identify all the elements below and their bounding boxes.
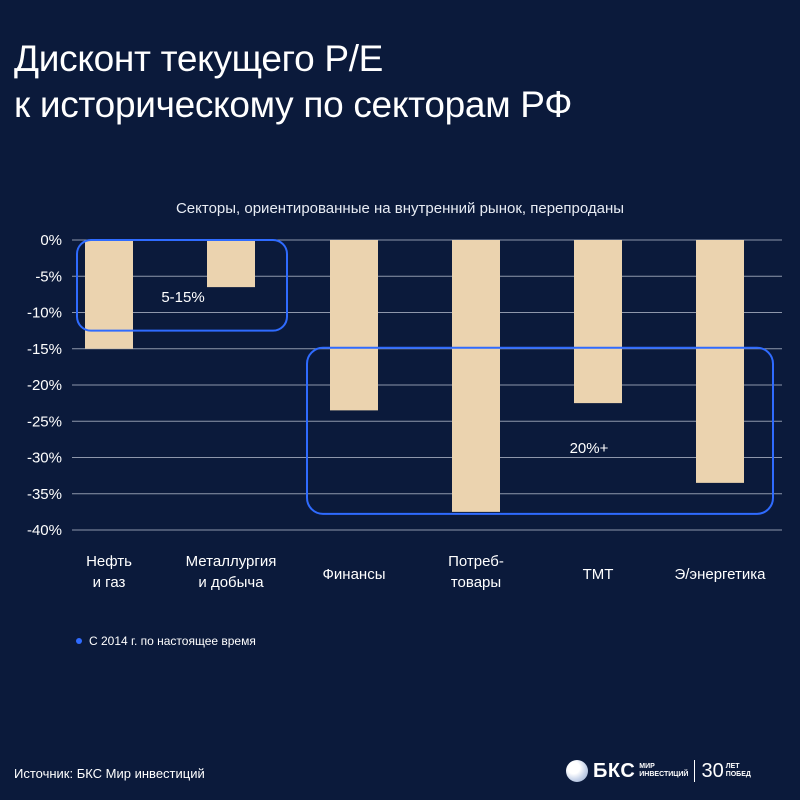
- logo-anniversary: 30: [701, 759, 724, 782]
- logo-anniversary-sub: ЛЕТ ПОБЕД: [726, 763, 751, 779]
- bar: [574, 240, 622, 404]
- legend-marker: [76, 638, 82, 644]
- x-category-label: Потреб-: [448, 553, 504, 570]
- y-tick-label: 0%: [40, 232, 62, 249]
- y-tick-label: -5%: [35, 268, 62, 285]
- highlight-box: [306, 346, 774, 515]
- source-note: Источник: БКС Мир инвестиций: [14, 766, 205, 781]
- bar: [330, 240, 378, 411]
- bar-chart: 0% -5% -10% -15% -20% -25% -30% -35% -40% Нефть и …: [27, 232, 782, 591]
- globe-icon: [566, 760, 588, 782]
- bar: [696, 240, 744, 483]
- title-line-2: к историческому по секторам РФ: [14, 84, 573, 125]
- y-tick-label: -15%: [27, 341, 62, 358]
- highlight-label: 5-15%: [161, 289, 204, 306]
- legend: С 2014 г. по настоящее время: [76, 634, 256, 648]
- x-category-label: Металлургия: [186, 553, 277, 570]
- brand-logo: БКС МИР ИНВЕСТИЦИЙ 30 ЛЕТ ПОБЕД: [566, 756, 751, 786]
- logo-brand-sub-2: ИНВЕСТИЦИЙ: [639, 771, 689, 778]
- x-category-label: ТМТ: [583, 566, 614, 583]
- y-tick-label: -30%: [27, 450, 62, 467]
- legend-label: С 2014 г. по настоящее время: [89, 634, 256, 648]
- y-tick-label: -20%: [27, 377, 62, 394]
- x-category-label: Финансы: [323, 566, 386, 583]
- logo-brand: БКС: [593, 759, 636, 782]
- highlight-box: [76, 239, 288, 332]
- bar: [452, 240, 500, 512]
- bar: [85, 240, 133, 349]
- logo-anniversary-sub-1: ЛЕТ: [725, 763, 740, 770]
- y-tick-label: -40%: [27, 522, 62, 539]
- chart-subtitle: Секторы, ориентированные на внутренний р…: [175, 200, 625, 217]
- title-line-1: Дисконт текущего P/E: [14, 38, 384, 79]
- bar: [207, 240, 255, 288]
- x-category-label: товары: [451, 574, 501, 591]
- logo-anniversary-sub-2: ПОБЕД: [725, 771, 751, 778]
- y-tick-label: -10%: [27, 305, 62, 322]
- logo-brand-sub-1: МИР: [639, 763, 655, 770]
- y-tick-label: -25%: [27, 413, 62, 430]
- x-category-label: и добыча: [198, 574, 264, 591]
- highlight-label: 20%+: [570, 440, 609, 457]
- x-category-label: и газ: [93, 574, 126, 591]
- y-tick-label: -35%: [27, 486, 62, 503]
- x-category-label: Э/энергетика: [674, 566, 766, 583]
- page-title: Дисконт текущего P/E к историческому по …: [14, 36, 572, 128]
- logo-divider: [694, 760, 696, 782]
- logo-brand-sub: МИР ИНВЕСТИЦИЙ: [639, 763, 688, 779]
- x-category-label: Нефть: [86, 553, 132, 570]
